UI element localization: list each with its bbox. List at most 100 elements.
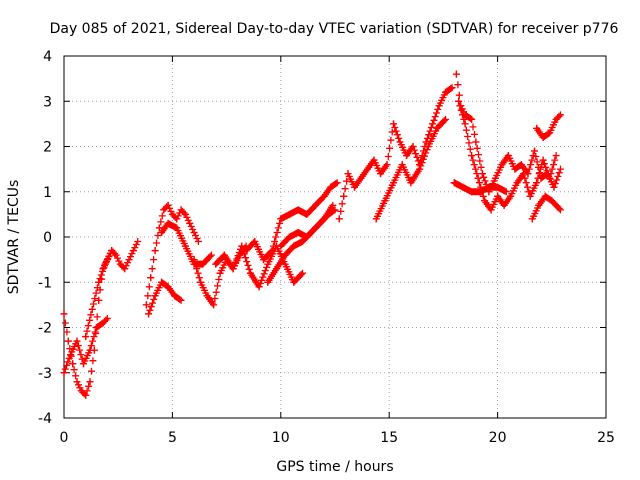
data-point: [468, 115, 476, 123]
data-point: [435, 102, 443, 110]
series-trace-e: [145, 278, 185, 318]
data-point: [69, 360, 77, 368]
series-trace-i: [242, 179, 341, 264]
data-point: [186, 219, 194, 227]
series-trace-b: [60, 314, 111, 377]
data-point: [370, 156, 378, 164]
data-point: [520, 170, 528, 178]
data-point: [242, 247, 250, 255]
data-point: [539, 156, 547, 164]
data-point: [64, 337, 72, 345]
axis-ticks: [63, 55, 607, 419]
data-point: [442, 88, 450, 96]
data-point: [164, 283, 172, 291]
data-point: [442, 115, 450, 123]
data-point: [340, 192, 348, 200]
data-point: [264, 278, 272, 286]
data-point: [181, 210, 189, 218]
series-trace-q: [528, 192, 564, 223]
series-trace-c: [82, 247, 116, 341]
y-tick-label: 0: [43, 230, 52, 246]
series-trace-k: [277, 201, 337, 250]
data-point: [381, 197, 389, 205]
data-point: [357, 174, 365, 182]
data-point: [216, 269, 224, 277]
data-point: [556, 165, 564, 173]
data-point: [294, 228, 302, 236]
data-point: [238, 242, 246, 250]
data-point: [311, 224, 319, 232]
data-point: [546, 174, 554, 182]
data-point: [298, 238, 306, 246]
data-point: [86, 378, 94, 386]
series-trace-f: [158, 219, 215, 268]
data-point: [290, 242, 298, 250]
data-point: [429, 120, 437, 128]
series-trace-l: [335, 84, 456, 223]
data-point: [459, 183, 467, 191]
data-point: [108, 247, 116, 255]
series-trace-d: [142, 201, 202, 309]
data-point: [294, 206, 302, 214]
series-trace-m: [372, 115, 450, 223]
data-point: [461, 120, 469, 128]
data-point: [327, 183, 335, 191]
y-tick-label: -1: [38, 275, 52, 291]
x-tick-label: 20: [489, 430, 507, 446]
data-point: [80, 360, 88, 368]
x-tick-label: 15: [380, 430, 398, 446]
data-point: [151, 247, 159, 255]
data-point: [168, 210, 176, 218]
data-point: [190, 256, 198, 264]
y-tick-label: -2: [38, 321, 52, 337]
data-point: [513, 179, 521, 187]
data-point: [504, 152, 512, 160]
grid: [64, 56, 606, 418]
data-point: [407, 179, 415, 187]
data-point: [285, 233, 293, 241]
data-point: [246, 269, 254, 277]
data-point: [173, 224, 181, 232]
data-point: [450, 179, 458, 187]
data-point: [199, 260, 207, 268]
data-point: [277, 215, 285, 223]
data-point: [528, 215, 536, 223]
data-point: [86, 346, 94, 354]
data-point: [73, 378, 81, 386]
data-point: [173, 215, 181, 223]
data-point: [472, 138, 480, 146]
data-point: [351, 183, 359, 191]
data-point: [145, 310, 153, 318]
data-point: [210, 301, 218, 309]
data-point: [255, 283, 263, 291]
data-point: [550, 183, 558, 191]
data-point: [264, 260, 272, 268]
series-trace-r: [533, 111, 564, 141]
data-point: [125, 256, 133, 264]
data-point: [73, 337, 81, 345]
data-point: [281, 260, 289, 268]
data-point: [281, 251, 289, 259]
data-point: [491, 174, 499, 182]
data-point: [487, 206, 495, 214]
data-point: [390, 179, 398, 187]
data-point: [251, 238, 259, 246]
data-point: [494, 183, 502, 191]
data-point: [455, 97, 463, 105]
data-point: [212, 260, 220, 268]
data-point: [530, 147, 538, 155]
x-tick-label: 0: [60, 430, 69, 446]
data-point: [88, 305, 96, 313]
data-point: [403, 152, 411, 160]
data-point: [533, 124, 541, 132]
series-trace-p: [450, 179, 510, 196]
data-point: [190, 228, 198, 236]
data-point: [207, 251, 215, 259]
data-point: [177, 206, 185, 214]
data-point: [364, 165, 372, 173]
data-point: [177, 296, 185, 304]
data-point: [268, 247, 276, 255]
data-point: [383, 161, 391, 169]
